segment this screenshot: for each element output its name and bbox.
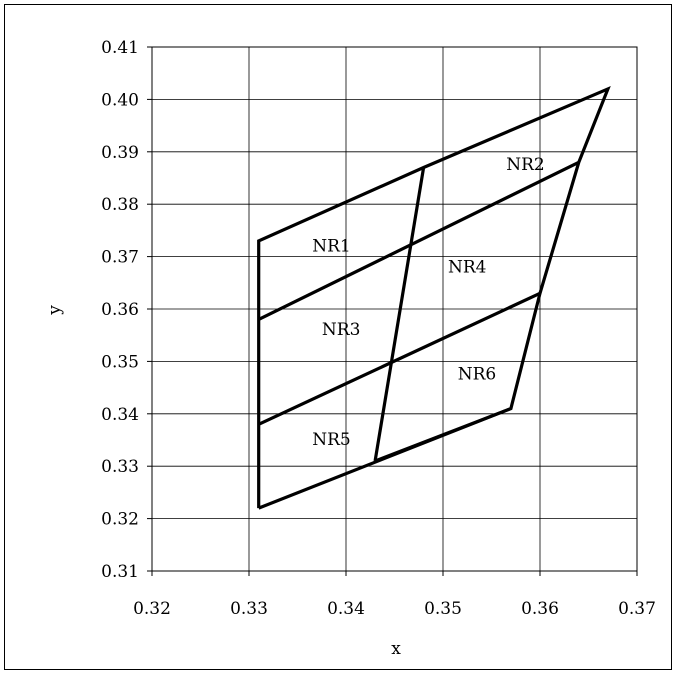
y-tick-label: 0.36 [101, 300, 139, 320]
y-tick-label: 0.32 [101, 510, 139, 530]
region-label: NR3 [322, 320, 361, 340]
series-line [258, 291, 541, 426]
x-tick-label: 0.35 [424, 599, 462, 619]
chart-frame [4, 4, 672, 670]
y-tick-label: 0.33 [101, 457, 139, 477]
region-label: NR4 [448, 257, 487, 277]
x-tick-label: 0.33 [230, 599, 268, 619]
y-tick-label: 0.38 [101, 195, 139, 215]
x-tick-label: 0.34 [327, 599, 365, 619]
y-axis-label: y [45, 305, 65, 316]
y-tick-label: 0.35 [101, 352, 139, 372]
x-tick-label: 0.37 [618, 599, 656, 619]
series-line [373, 167, 426, 462]
x-axis-label: x [391, 639, 401, 659]
plot-area-border [151, 46, 638, 572]
region-label: NR1 [312, 236, 351, 256]
series-line [257, 85, 611, 510]
axes [147, 46, 638, 576]
series-line [257, 160, 580, 321]
y-tick-label: 0.37 [101, 248, 139, 268]
region-label: NR2 [506, 155, 545, 175]
grid [152, 47, 637, 571]
y-tick-label: 0.40 [101, 90, 139, 110]
region-label: NR6 [458, 365, 497, 385]
region-label: NR5 [312, 430, 351, 450]
y-tick-label: 0.31 [101, 562, 139, 582]
series [257, 85, 611, 510]
y-tick-label: 0.34 [101, 405, 139, 425]
region-labels: NR1 NR2 NR3 NR4 NR5 NR6 [312, 155, 545, 450]
x-tick-label: 0.32 [133, 599, 171, 619]
x-tick-label: 0.36 [521, 599, 559, 619]
tick-labels: 0.32 0.33 0.34 0.35 0.36 0.37 0.31 0.32 0.33 0.34… [101, 38, 656, 619]
series-line [374, 407, 512, 463]
y-tick-label: 0.39 [101, 143, 139, 163]
y-tick-label: 0.41 [101, 38, 139, 58]
